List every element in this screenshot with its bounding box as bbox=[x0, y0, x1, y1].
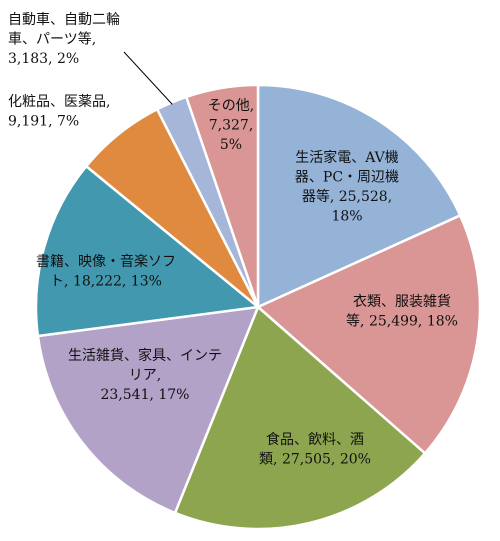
slice-label-line: 5% bbox=[220, 137, 242, 153]
slice-label-0: 生活家電、AV機器、PC・周辺機器等, 25,528, 18% bbox=[295, 149, 399, 225]
pie-slices bbox=[34, 83, 482, 531]
slice-label-line: 等, 25,499, 18% bbox=[346, 313, 458, 330]
slice-label-line: 23,541, 17% bbox=[100, 387, 189, 403]
slice-label-line: 衣類、服装雑貨 bbox=[353, 293, 451, 310]
leader-line bbox=[123, 51, 173, 105]
slice-label-line: 化粧品、医薬品, bbox=[8, 94, 110, 110]
slice-label-line: 9,191, 7% bbox=[8, 114, 79, 130]
slice-label-line: 生活家電、AV機 bbox=[295, 149, 399, 166]
slice-label-7: その他, 7,327, 5% bbox=[208, 98, 254, 153]
slice-label-line: 生活雑貨、家具、インテ bbox=[68, 347, 222, 364]
slice-label-line: 7,327, bbox=[209, 118, 254, 134]
slice-label-line: その他, bbox=[208, 98, 254, 114]
slice-label-2: 食品、飲料、酒類, 27,505, 20% bbox=[259, 431, 371, 468]
slice-label-1: 衣類、服装雑貨等, 25,499, 18% bbox=[346, 293, 458, 330]
slice-label-line: 自動車、自動二輪 bbox=[8, 11, 120, 28]
slice-label-5: 化粧品、医薬品, 9,191, 7% bbox=[8, 94, 110, 130]
pie-slice-1 bbox=[256, 214, 482, 455]
slice-label-line: 食品、飲料、酒 bbox=[266, 431, 364, 448]
slice-label-line: 器等, 25,528, bbox=[302, 188, 392, 205]
slice-label-line: 18% bbox=[331, 209, 362, 225]
pie-slice-2 bbox=[173, 305, 427, 531]
slice-label-line: 類, 27,505, 20% bbox=[259, 452, 371, 468]
slice-label-line: 書籍、映像・音楽ソフ bbox=[36, 253, 176, 270]
slice-label-3: 生活雑貨、家具、インテリア, 23,541, 17% bbox=[68, 347, 222, 403]
slice-label-line: リア, bbox=[129, 368, 161, 384]
pie-slice-4 bbox=[34, 165, 260, 338]
slice-label-line: 器、PC・周辺機 bbox=[295, 170, 399, 186]
slice-label-6: 自動車、自動二輪車、パーツ等, 3,183, 2% bbox=[8, 11, 120, 67]
pie-labels: 生活家電、AV機器、PC・周辺機器等, 25,528, 18% 衣類、服装雑貨等, … bbox=[8, 11, 458, 468]
slice-label-line: 車、パーツ等, bbox=[8, 31, 96, 48]
slice-label-line: ト, 18,222, 13% bbox=[50, 274, 162, 290]
pie-slice-0 bbox=[256, 83, 462, 309]
slice-label-4: 書籍、映像・音楽ソフト, 18,222, 13% bbox=[36, 253, 176, 290]
slice-label-line: 3,183, 2% bbox=[8, 51, 79, 67]
pie-slice-3 bbox=[36, 305, 260, 515]
pie-slice-7 bbox=[185, 83, 260, 309]
